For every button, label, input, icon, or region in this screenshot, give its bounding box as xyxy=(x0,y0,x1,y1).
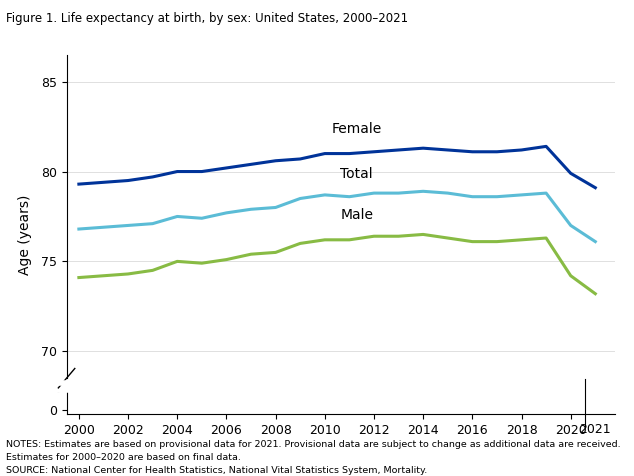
Text: Male: Male xyxy=(340,208,373,222)
Text: 2021: 2021 xyxy=(579,423,611,436)
Text: SOURCE: National Center for Health Statistics, National Vital Statistics System,: SOURCE: National Center for Health Stati… xyxy=(6,466,427,475)
Text: Figure 1. Life expectancy at birth, by sex: United States, 2000–2021: Figure 1. Life expectancy at birth, by s… xyxy=(6,12,408,25)
Text: NOTES: Estimates are based on provisional data for 2021. Provisional data are su: NOTES: Estimates are based on provisiona… xyxy=(6,440,621,449)
Text: Estimates for 2000–2020 are based on final data.: Estimates for 2000–2020 are based on fin… xyxy=(6,453,241,462)
Text: Female: Female xyxy=(332,121,382,136)
Text: Total: Total xyxy=(340,167,373,180)
Text: Age (years): Age (years) xyxy=(18,194,32,275)
